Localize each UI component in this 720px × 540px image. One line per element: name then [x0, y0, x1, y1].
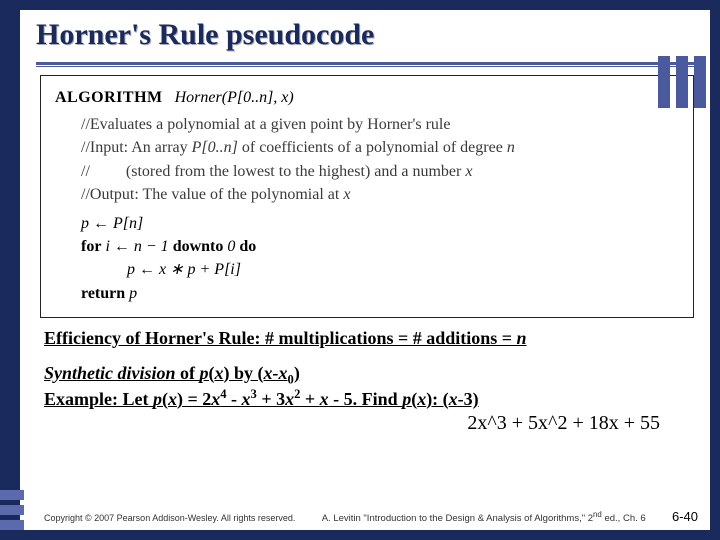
algo-comment-3: // (stored from the lowest to the highes… — [81, 160, 679, 183]
slide-title: Horner's Rule pseudocode — [36, 18, 694, 52]
efficiency-line: Efficiency of Horner's Rule: # multiplic… — [44, 328, 690, 349]
algo-line-for: for i ← n − 1 downto 0 do — [81, 235, 679, 258]
title-underline — [36, 62, 694, 65]
citation-text: A. Levitin "Introduction to the Design &… — [295, 510, 672, 524]
synthetic-division-heading: Synthetic division of p(x) by (x-x0) — [44, 363, 690, 388]
algo-comment-4: //Output: The value of the polynomial at… — [81, 183, 679, 206]
content-area: Efficiency of Horner's Rule: # multiplic… — [20, 326, 710, 436]
page-number: 6-40 — [672, 509, 698, 524]
decor-stripes-left — [0, 490, 24, 530]
result-line: 2x^3 + 5x^2 + 18x + 55 — [44, 412, 690, 435]
algo-line-return: return p — [81, 282, 679, 305]
decor-stripes-top — [658, 56, 706, 108]
algo-line-init: p ← P[n] — [81, 212, 679, 235]
algo-func-name: Horner — [175, 89, 222, 106]
footer: Copyright © 2007 Pearson Addison-Wesley.… — [44, 509, 698, 524]
algorithm-box: ALGORITHM Horner(P[0..n], x) //Evaluates… — [40, 75, 694, 318]
algo-comment-1: //Evaluates a polynomial at a given poin… — [81, 113, 679, 136]
algo-comment-2: //Input: An array P[0..n] of coefficient… — [81, 136, 679, 159]
algo-signature: ALGORITHM Horner(P[0..n], x) — [55, 86, 679, 109]
algo-keyword: ALGORITHM — [55, 89, 163, 106]
title-bar: Horner's Rule pseudocode — [20, 10, 710, 56]
algo-line-body: p ← x ∗ p + P[i] — [127, 258, 679, 281]
slide-frame: Horner's Rule pseudocode ALGORITHM Horne… — [18, 8, 712, 532]
example-line: Example: Let p(x) = 2x4 - x3 + 3x2 + x -… — [44, 387, 690, 410]
algo-func-args: (P[0..n], x) — [222, 89, 294, 106]
copyright-text: Copyright © 2007 Pearson Addison-Wesley.… — [44, 513, 295, 523]
